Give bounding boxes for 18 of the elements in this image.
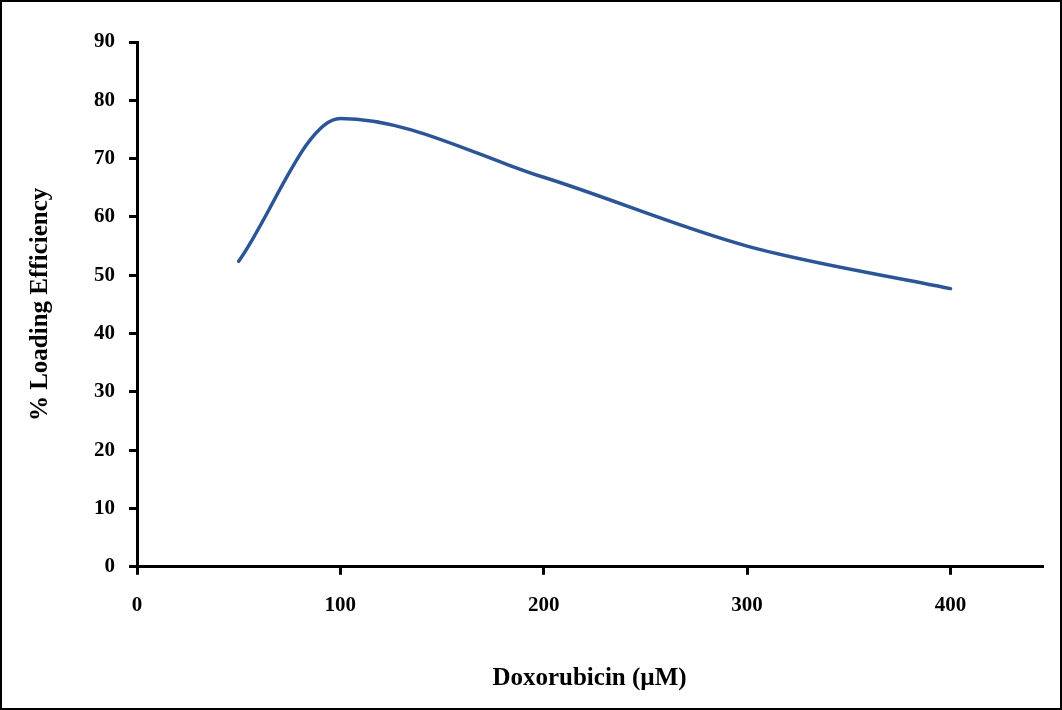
- y-tick-label: 30: [94, 378, 115, 403]
- y-tick-label: 10: [94, 494, 115, 519]
- x-tick-label: 400: [934, 591, 967, 616]
- x-tick-label: 200: [527, 591, 560, 616]
- x-axis-title: Doxorubicin (µM): [492, 663, 687, 692]
- x-tick-label: 300: [731, 591, 763, 616]
- y-tick-label: 0: [104, 553, 115, 578]
- y-tick-label: 60: [94, 203, 115, 228]
- x-tick-label: 0: [131, 591, 143, 616]
- y-tick-label: 70: [94, 145, 115, 170]
- y-tick-label: 80: [94, 86, 115, 111]
- y-tick-label: 20: [94, 436, 115, 461]
- x-tick-label: 100: [324, 591, 357, 616]
- y-tick-label: 50: [94, 261, 115, 286]
- y-tick-label: 90: [94, 28, 115, 53]
- y-axis-title: % Loading Efficiency: [25, 187, 53, 422]
- line-series: [236, 116, 953, 291]
- y-tick-label: 40: [94, 319, 115, 344]
